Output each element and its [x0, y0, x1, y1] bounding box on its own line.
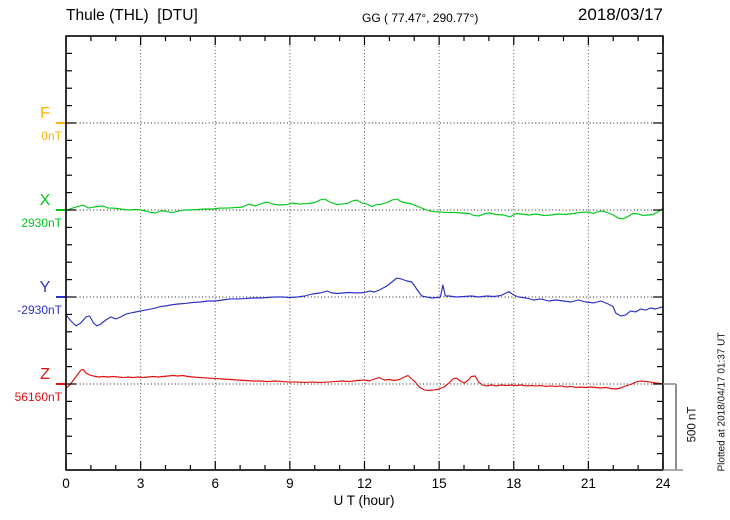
- component-label-X: X: [39, 192, 51, 209]
- scale-bar-label: 500 nT: [686, 406, 699, 443]
- x-tick-label-21: 21: [580, 476, 596, 491]
- component-label-F: F: [40, 105, 50, 122]
- x-tick-label-6: 6: [211, 476, 219, 491]
- plot-border: [65, 35, 664, 471]
- x-tick-label-24: 24: [655, 476, 671, 491]
- x-tick-label-9: 9: [286, 476, 294, 491]
- component-baseline-value-F: 0nT: [41, 129, 62, 143]
- x-tick-label-18: 18: [506, 476, 522, 491]
- x-tick-label-12: 12: [356, 476, 373, 491]
- x-tick-label-3: 3: [136, 476, 145, 491]
- station-title: Thule (THL) [DTU]: [66, 7, 198, 24]
- trace-Z: [65, 369, 664, 391]
- plot-date: 2018/03/17: [577, 5, 663, 24]
- x-tick-label-15: 15: [431, 476, 447, 491]
- component-baseline-value-Z: 56160nT: [14, 390, 62, 404]
- x-tick-label-0: 0: [62, 476, 70, 491]
- trace-Y: [65, 277, 664, 327]
- x-axis-label: U T (hour): [333, 493, 395, 508]
- component-label-Y: Y: [39, 279, 51, 296]
- component-baseline-value-X: 2930nT: [21, 216, 62, 230]
- component-baseline-value-Y: -2930nT: [17, 303, 62, 317]
- component-label-Z: Z: [40, 366, 50, 383]
- trace-X: [65, 198, 664, 220]
- geographic-coordinates: GG ( 77.47°, 290.77°): [362, 11, 479, 25]
- plotted-at-note: Plotted at 2018/04/17 01:37 UT: [716, 332, 728, 472]
